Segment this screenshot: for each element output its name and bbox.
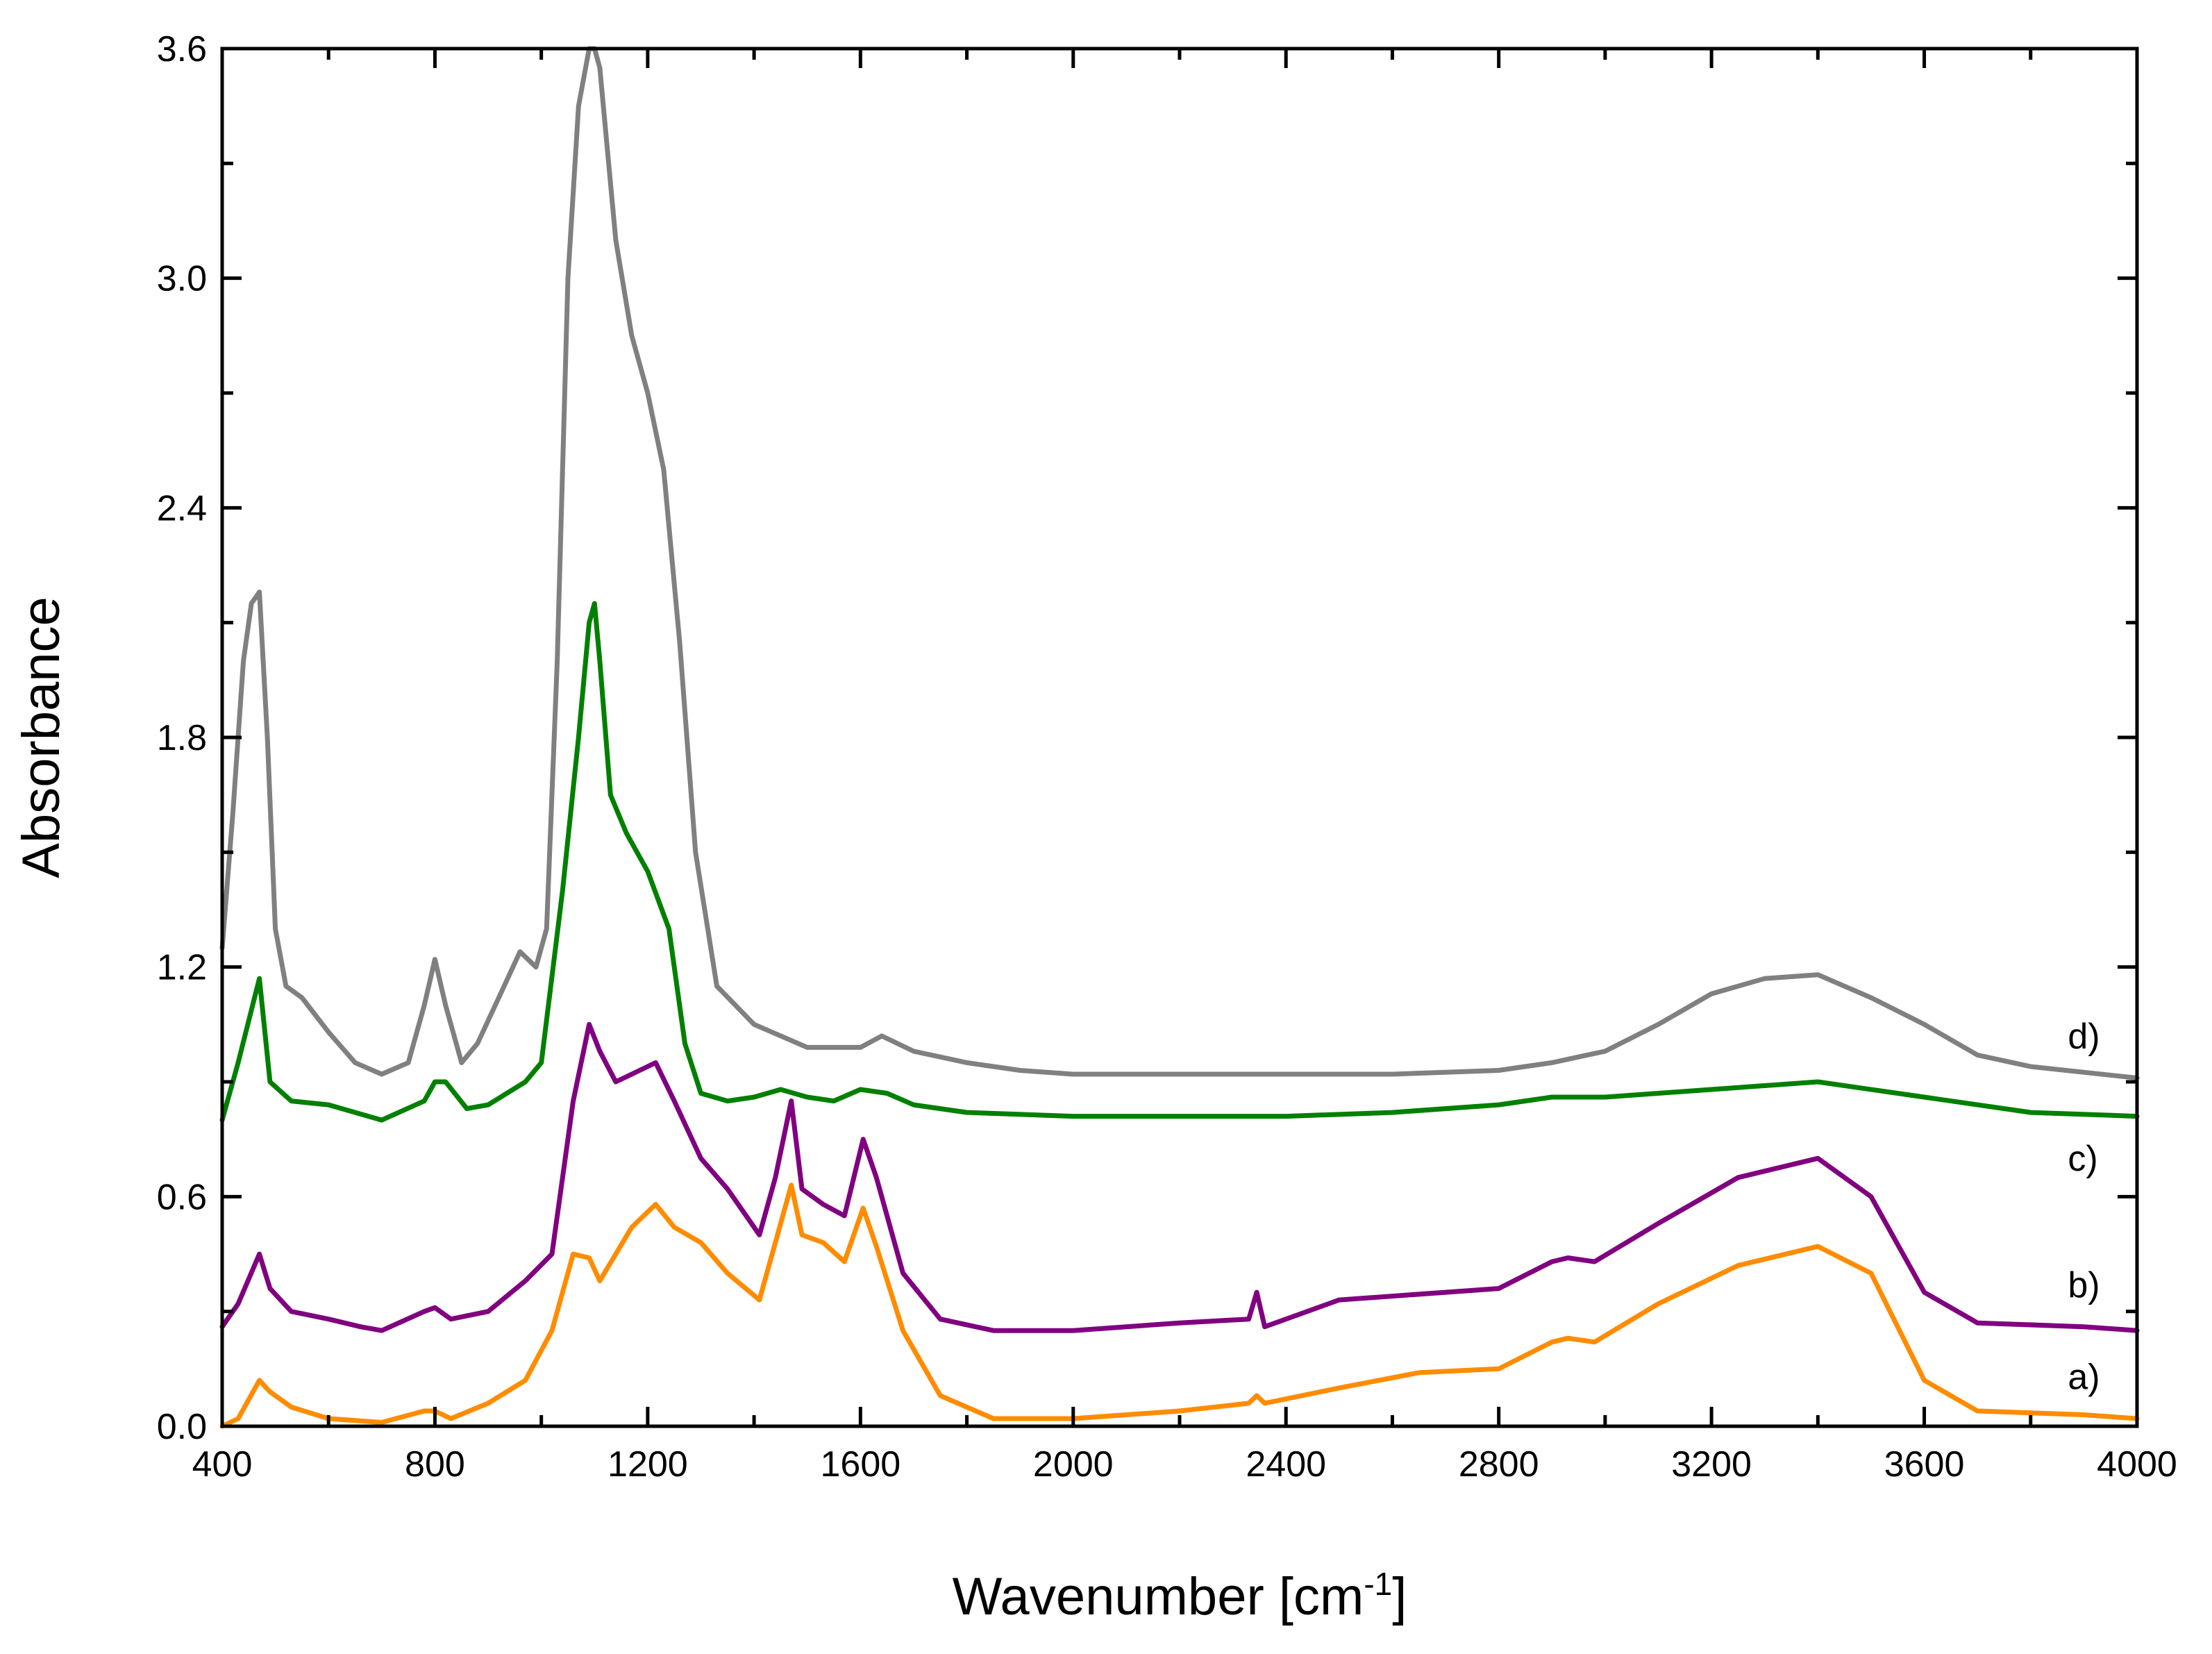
x-axis-title-suffix: ]	[1392, 1567, 1407, 1626]
x-tick-label: 2800	[1459, 1444, 1539, 1485]
x-tick-label: 1200	[608, 1444, 688, 1485]
tick-label-layer: 400 800 1200 1600 2000 2400 2800 3200 3600 4000 0.…	[157, 29, 2177, 1485]
plot-frame	[220, 47, 2139, 1428]
ticks-layer	[220, 47, 2139, 1428]
series-label-d: d)	[2068, 1017, 2100, 1057]
y-tick-label: 1.8	[157, 718, 207, 758]
x-tick-label: 800	[405, 1444, 465, 1485]
x-tick-label: 2000	[1033, 1444, 1114, 1485]
series-label-layer: a) b) c) d)	[2068, 1017, 2100, 1397]
y-tick-label: 0.6	[157, 1177, 207, 1217]
series-label-c: c)	[2068, 1139, 2097, 1179]
series-layer	[219, 46, 2140, 1429]
x-tick-label: 400	[192, 1444, 253, 1485]
series-line-d	[219, 46, 2140, 1080]
x-tick-label: 2400	[1246, 1444, 1326, 1485]
y-tick-label: 0.0	[157, 1407, 207, 1447]
x-axis-title-superscript: -1	[1364, 1566, 1392, 1602]
y-tick-label: 1.2	[157, 948, 207, 988]
y-tick-label: 3.0	[157, 259, 207, 299]
series-line-b	[219, 1021, 2140, 1333]
series-line-a	[219, 1183, 2140, 1429]
x-tick-label: 3600	[1884, 1444, 1965, 1485]
y-axis-title: Absorbance	[12, 596, 71, 878]
series-line-c	[219, 601, 2140, 1123]
y-tick-label: 3.6	[157, 29, 207, 69]
y-tick-label: 2.4	[157, 488, 207, 528]
series-label-a: a)	[2068, 1357, 2100, 1397]
x-axis-title: Wavenumber [cm-1]	[953, 1566, 1407, 1626]
series-label-b: b)	[2068, 1265, 2100, 1305]
x-tick-label: 4000	[2097, 1444, 2177, 1485]
x-axis-title-main: Wavenumber [cm	[953, 1567, 1364, 1626]
x-tick-label: 3200	[1671, 1444, 1752, 1485]
x-tick-label: 1600	[820, 1444, 900, 1485]
